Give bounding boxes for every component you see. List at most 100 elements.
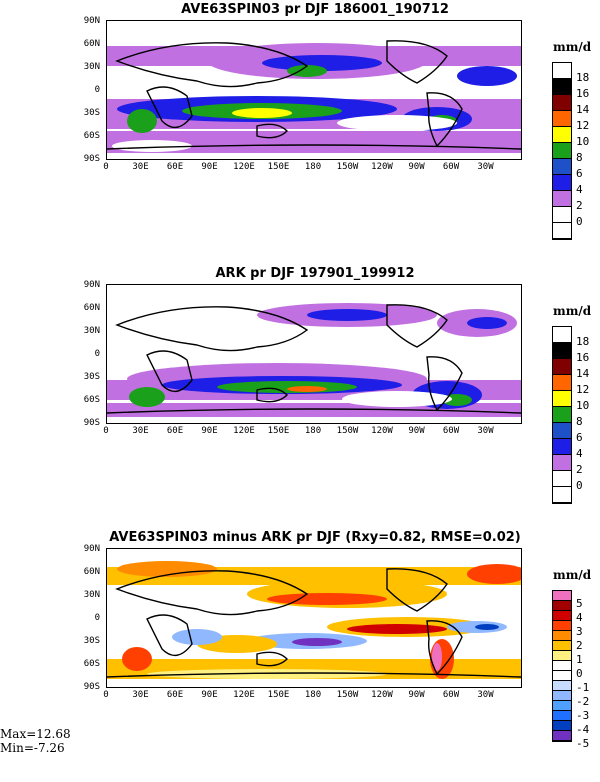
colorbar-label: 12 [576,119,590,132]
lon-label: 30E [132,426,149,436]
lon-label: 60W [442,162,460,172]
lon-label: 150W [336,162,359,172]
lat-label: 30N [83,326,100,336]
colorbar-swatch [553,207,571,223]
lat-label: 30S [83,372,100,382]
colorbar-swatch [553,641,571,651]
colorbar-swatch [553,127,571,143]
lon-label: 90W [408,426,425,436]
map-panel-3 [106,548,522,688]
colorbar-label: 0 [576,667,583,680]
lat-label: 60N [83,567,100,577]
lon-label: 180 [304,426,322,436]
colorbar-swatch [553,159,571,175]
lat-label: 0 [94,349,100,359]
colorbar-label: -2 [576,695,590,708]
colorbar-swatch [553,681,571,691]
colorbar-swatch [553,327,571,343]
colorbar-label: 2 [576,463,583,476]
lon-label: 30E [132,690,149,700]
max-stat: Max=12.68 [0,727,71,741]
colorbar-label: 0 [576,215,583,228]
lat-label: 30N [83,62,100,72]
colorbar-swatch [553,111,571,127]
lon-label: 90E [201,426,218,436]
lat-label: 90N [83,280,100,290]
lon-label: 90W [408,162,425,172]
colorbar-swatch [553,79,571,95]
lon-label: 120W [371,690,393,700]
colorbar-label: 16 [576,87,590,100]
colorbar-label: 18 [576,335,590,348]
colorbar-label: 1 [576,653,583,666]
colorbar-label: 4 [576,183,583,196]
colorbar-swatch [553,95,571,111]
colorbar [552,590,572,742]
colorbar-swatch [553,191,571,207]
lat-label: 30N [83,590,100,600]
colorbar-swatch [553,731,571,741]
lon-label: 60W [442,426,460,436]
colorbar-swatch [553,143,571,159]
colorbar-swatch [553,423,571,439]
colorbar-swatch [553,721,571,731]
colorbar-swatch [553,711,571,721]
colorbar-swatch [553,591,571,601]
lat-label: 90N [83,544,100,554]
colorbar-swatch [553,455,571,471]
colorbar-label: 8 [576,151,583,164]
lat-label: 60S [83,659,100,669]
colorbar-label: 6 [576,431,583,444]
diff-field [107,549,521,687]
panel-1-title: AVE63SPIN03 pr DJF 186001_190712 [181,2,449,17]
lon-label: 30E [132,162,149,172]
colorbar-swatch [553,175,571,191]
min-stat: Min=-7.26 [0,741,65,755]
colorbar-label: 14 [576,367,590,380]
lon-label: 60W [442,690,460,700]
colorbar-label: 4 [576,447,583,460]
colorbar-unit: mm/d [553,304,592,318]
lat-label: 60S [83,131,100,141]
lat-label: 60N [83,303,100,313]
colorbar-swatch [553,375,571,391]
colorbar-unit: mm/d [553,40,592,54]
colorbar-label: -1 [576,681,590,694]
colorbar-swatch [553,701,571,711]
colorbar-label: 18 [576,71,590,84]
lon-label: 120W [371,426,393,436]
colorbar-swatch [553,487,571,503]
lon-label: 150W [336,426,359,436]
colorbar-label: 16 [576,351,590,364]
colorbar-swatch [553,621,571,631]
colorbar-label: 3 [576,625,583,638]
colorbar-swatch [553,343,571,359]
colorbar-label: 12 [576,383,590,396]
precip-field-1 [107,21,521,159]
lon-label: 0 [103,162,109,172]
lon-label: 120E [233,690,255,700]
colorbar-swatch [553,631,571,641]
lat-label: 30S [83,108,100,118]
colorbar-swatch [553,671,571,681]
lon-label: 150E [267,426,290,436]
lon-label: 60E [166,162,184,172]
colorbar-swatch [553,601,571,611]
colorbar-swatch [553,223,571,239]
colorbar-label: 4 [576,611,583,624]
lat-label: 60N [83,39,100,49]
lat-label: 60S [83,395,100,405]
colorbar-swatch [553,651,571,661]
colorbar-swatch [553,439,571,455]
colorbar-label: -5 [576,737,590,750]
colorbar-swatch [553,359,571,375]
lat-label: 0 [94,613,100,623]
precip-field-2 [107,285,521,423]
colorbar-label: -4 [576,723,590,736]
colorbar-label: 10 [576,135,590,148]
lat-label: 30S [83,636,100,646]
panel-3-title: AVE63SPIN03 minus ARK pr DJF (Rxy=0.82, … [109,530,521,545]
lon-label: 30W [477,426,494,436]
colorbar-label: 10 [576,399,590,412]
lon-label: 90E [201,690,218,700]
